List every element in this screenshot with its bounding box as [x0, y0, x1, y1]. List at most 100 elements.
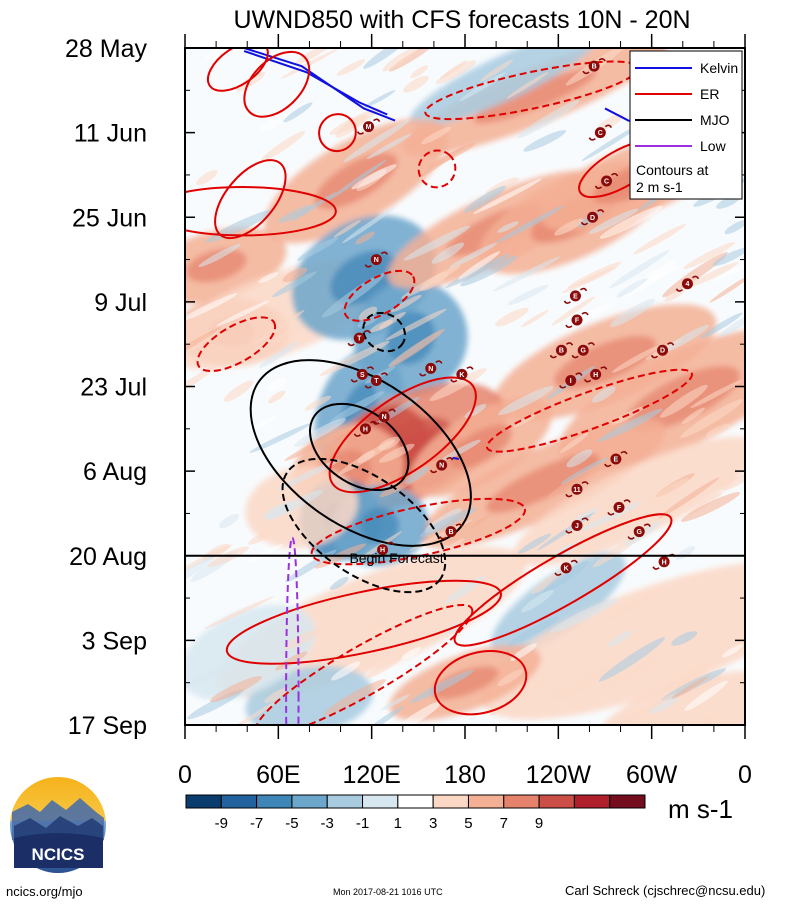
anomaly-streak: [283, 629, 320, 650]
colorbar-label: 7: [500, 815, 508, 832]
storm-marker: T: [364, 372, 389, 389]
anomaly-streak: [590, 590, 660, 630]
contour-er-solid: [453, 513, 673, 647]
storm-marker-tail: [604, 450, 628, 468]
anomaly-streak: [210, 676, 262, 702]
colorbar-swatch: [326, 794, 364, 809]
anomaly-streak: [380, 694, 410, 711]
anomaly-streak: [216, 300, 270, 327]
anomaly-streak: [401, 646, 422, 660]
storm-marker-tail: [627, 523, 651, 540]
anomaly-streak: [294, 48, 334, 65]
storm-marker-tail: [565, 517, 589, 534]
anomaly-streak: [185, 330, 220, 362]
anomaly-streak: [497, 669, 523, 687]
anomaly-streak: [388, 48, 436, 72]
contour-mjo-dashed: [281, 457, 447, 594]
legend: Contours at 2 m s-1 Kelvin ER MJO Low: [629, 50, 743, 200]
anomaly-streak: [597, 113, 624, 131]
storm-marker-label: E: [614, 457, 619, 464]
storm-marker-tail: [582, 58, 606, 75]
anomaly-streak: [608, 693, 675, 725]
storm-marker-dot: [353, 332, 365, 344]
colorbar-label: -9: [215, 815, 228, 832]
anomaly-streak: [185, 326, 222, 367]
anomaly-streak: [445, 253, 510, 289]
x-tick-label: 0: [178, 761, 192, 789]
storm-marker: G: [571, 342, 595, 359]
anomaly-streak: [616, 278, 648, 298]
anomaly-streak: [329, 391, 385, 424]
anomaly-streak: [684, 680, 728, 711]
y-tick-label: 28 May: [65, 35, 147, 63]
contour-er-solid: [433, 650, 528, 716]
storm-marker-tail: [350, 366, 375, 383]
anomaly-streak: [722, 644, 743, 658]
anomaly-streak: [326, 159, 388, 202]
anomaly-streak: [385, 308, 447, 341]
storm-marker-dot: [378, 411, 390, 423]
anomaly-streak: [551, 296, 595, 326]
anomaly-streak: [248, 529, 274, 545]
anomaly-streak: [297, 237, 339, 261]
storm-marker-label: H: [380, 547, 385, 554]
colorbar-label: 3: [429, 815, 437, 832]
storm-marker: E: [563, 287, 588, 304]
anomaly-streak: [319, 340, 390, 377]
colorbar-label: 9: [535, 815, 543, 832]
anomaly-streak: [636, 265, 680, 289]
anomaly-streak: [700, 312, 743, 339]
footer-website: ncics.org/mjo: [6, 884, 83, 899]
anomaly-streak: [542, 560, 589, 593]
storm-marker: B: [439, 523, 463, 540]
anomaly-streak: [236, 71, 266, 92]
anomaly-streak: [259, 341, 299, 369]
anomaly-streak: [258, 272, 279, 284]
y-tick-label: 6 Aug: [83, 458, 147, 486]
anomaly-streak: [274, 651, 308, 671]
colorbar-swatch: [467, 794, 505, 809]
storm-marker-label: B: [559, 348, 564, 355]
y-tick-label: 25 Jun: [72, 204, 147, 232]
y-tick-label: 20 Aug: [69, 543, 147, 571]
anomaly-streak: [409, 519, 473, 551]
anomaly-streak: [410, 65, 429, 79]
anomaly-streak: [429, 368, 487, 402]
anomaly-streak: [333, 220, 361, 238]
anomaly-streak: [506, 71, 549, 99]
x-tick-label: 180: [444, 761, 486, 789]
anomaly-streak: [196, 169, 218, 186]
storm-marker-dot: [633, 526, 645, 538]
anomaly-streak: [609, 250, 670, 289]
storm-marker-label: T: [374, 378, 379, 385]
colorbar-label: -1: [356, 815, 369, 832]
storm-marker: S: [350, 366, 375, 383]
contour-kelvin-solid: [452, 456, 459, 461]
anomaly-streak: [277, 459, 340, 490]
storm-marker-dot: [359, 423, 371, 435]
anomaly-streak: [506, 616, 559, 647]
storm-marker: M: [356, 118, 381, 135]
anomaly-streak: [357, 315, 379, 328]
anomaly-streak: [547, 461, 609, 499]
anomaly-blob: [480, 561, 745, 720]
storm-marker-dot: [370, 374, 382, 386]
anomaly-streak: [566, 449, 593, 468]
colorbar-label: -3: [321, 815, 334, 832]
storm-marker-label: E: [573, 293, 578, 300]
storm-marker-label: F: [575, 318, 580, 325]
storm-marker: C: [594, 172, 619, 190]
legend-label-mjo: MJO: [700, 112, 730, 128]
y-tick-label: 17 Sep: [68, 712, 147, 740]
anomaly-streak: [198, 243, 241, 268]
anomaly-core: [185, 248, 247, 283]
anomaly-streak: [329, 108, 381, 136]
colorbar-swatch: [609, 794, 646, 809]
storm-marker: B: [549, 342, 574, 359]
anomaly-streak: [321, 273, 385, 318]
anomaly-streak: [677, 676, 723, 699]
anomaly-blob: [490, 552, 626, 656]
storm-marker: I: [559, 372, 583, 389]
storm-marker-dot: [436, 459, 448, 471]
storm-marker-label: K: [564, 565, 569, 572]
